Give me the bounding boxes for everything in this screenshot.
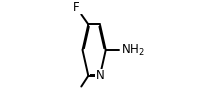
Text: F: F bbox=[73, 1, 80, 14]
Text: N: N bbox=[95, 69, 104, 82]
Text: NH$_2$: NH$_2$ bbox=[121, 43, 144, 58]
